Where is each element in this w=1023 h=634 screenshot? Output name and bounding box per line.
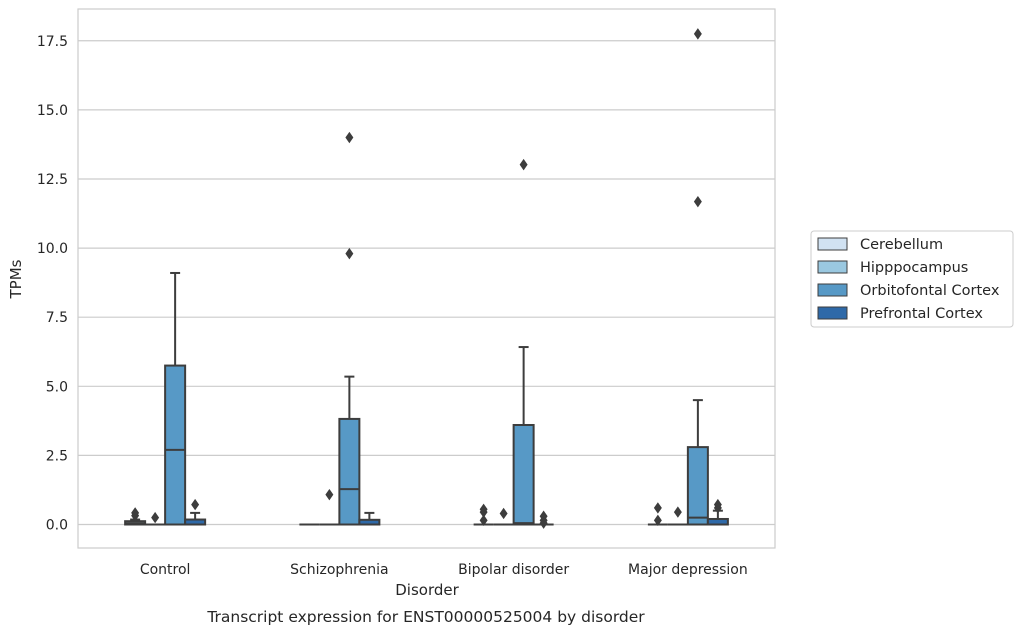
y-tick-label: 10.0 bbox=[37, 241, 68, 257]
legend-label: Cerebellum bbox=[860, 237, 943, 253]
plot-frame bbox=[77, 8, 776, 549]
legend-label: Prefrontal Cortex bbox=[860, 306, 983, 322]
outlier-point bbox=[479, 503, 488, 516]
box-group bbox=[358, 511, 381, 526]
box-group bbox=[319, 488, 340, 526]
outlier-point bbox=[325, 488, 334, 501]
box-group bbox=[338, 131, 361, 526]
outlier-point bbox=[479, 514, 488, 527]
box bbox=[512, 423, 535, 526]
y-tick-label: 2.5 bbox=[46, 448, 68, 464]
box-group bbox=[512, 158, 535, 526]
box-group bbox=[647, 502, 668, 527]
box-group bbox=[145, 511, 166, 526]
y-tick-label: 15.0 bbox=[37, 103, 68, 119]
grid-lines bbox=[78, 40, 775, 526]
box-plot-marks bbox=[124, 28, 729, 529]
outlier-point bbox=[345, 247, 354, 260]
y-tick-label: 12.5 bbox=[37, 172, 68, 188]
outlier-point bbox=[653, 502, 662, 514]
outlier-point bbox=[693, 28, 702, 40]
x-tick-label: Control bbox=[140, 562, 191, 578]
outlier-point bbox=[345, 131, 354, 144]
y-tick-label: 5.0 bbox=[46, 379, 68, 395]
box bbox=[338, 417, 361, 526]
outlier-point bbox=[131, 507, 140, 519]
legend-swatch bbox=[817, 283, 848, 297]
box-group bbox=[533, 510, 554, 529]
y-tick-label: 0.0 bbox=[46, 518, 68, 534]
x-tick-label: Major depression bbox=[628, 562, 748, 578]
box-group bbox=[473, 503, 494, 527]
y-axis-ticks: 0.0 2.5 5.0 7.5 10.0 12.5 15.0 17.5 bbox=[37, 34, 68, 534]
outlier-point bbox=[713, 498, 722, 511]
y-axis-label: TPMs bbox=[7, 259, 25, 299]
box bbox=[164, 364, 187, 526]
outlier-point bbox=[653, 514, 662, 527]
legend-swatch bbox=[817, 237, 848, 251]
y-tick-label: 17.5 bbox=[37, 34, 68, 50]
x-tick-label: Schizophrenia bbox=[290, 562, 388, 578]
x-tick-label: Bipolar disorder bbox=[458, 562, 569, 578]
box-group bbox=[124, 507, 147, 526]
legend: Cerebellum Hipppocampus Orbitofontal Corte… bbox=[810, 230, 1014, 328]
box-group bbox=[184, 498, 207, 526]
outlier-point bbox=[519, 158, 528, 171]
outlier-point bbox=[151, 511, 160, 524]
outlier-point bbox=[499, 507, 508, 520]
outlier-point bbox=[673, 506, 682, 518]
chart-caption: Transcript expression for ENST0000052500… bbox=[206, 608, 645, 626]
legend-label: Orbitofontal Cortex bbox=[860, 283, 1000, 299]
box-group bbox=[667, 506, 688, 526]
box-group bbox=[686, 28, 709, 526]
box bbox=[686, 446, 709, 526]
legend-swatch bbox=[817, 306, 848, 320]
outlier-point bbox=[539, 510, 548, 522]
box-group bbox=[706, 498, 729, 526]
box-group bbox=[493, 507, 514, 526]
y-tick-label: 7.5 bbox=[46, 310, 68, 326]
outlier-point bbox=[191, 498, 200, 511]
outlier-point bbox=[693, 195, 702, 208]
legend-frame bbox=[810, 230, 1014, 328]
box-group bbox=[164, 271, 187, 526]
x-axis-ticks: Control Schizophrenia Bipolar disorder Majo… bbox=[140, 562, 748, 578]
legend-label: Hipppocampus bbox=[860, 260, 968, 276]
x-axis-label: Disorder bbox=[395, 581, 459, 599]
legend-swatch bbox=[817, 260, 848, 274]
